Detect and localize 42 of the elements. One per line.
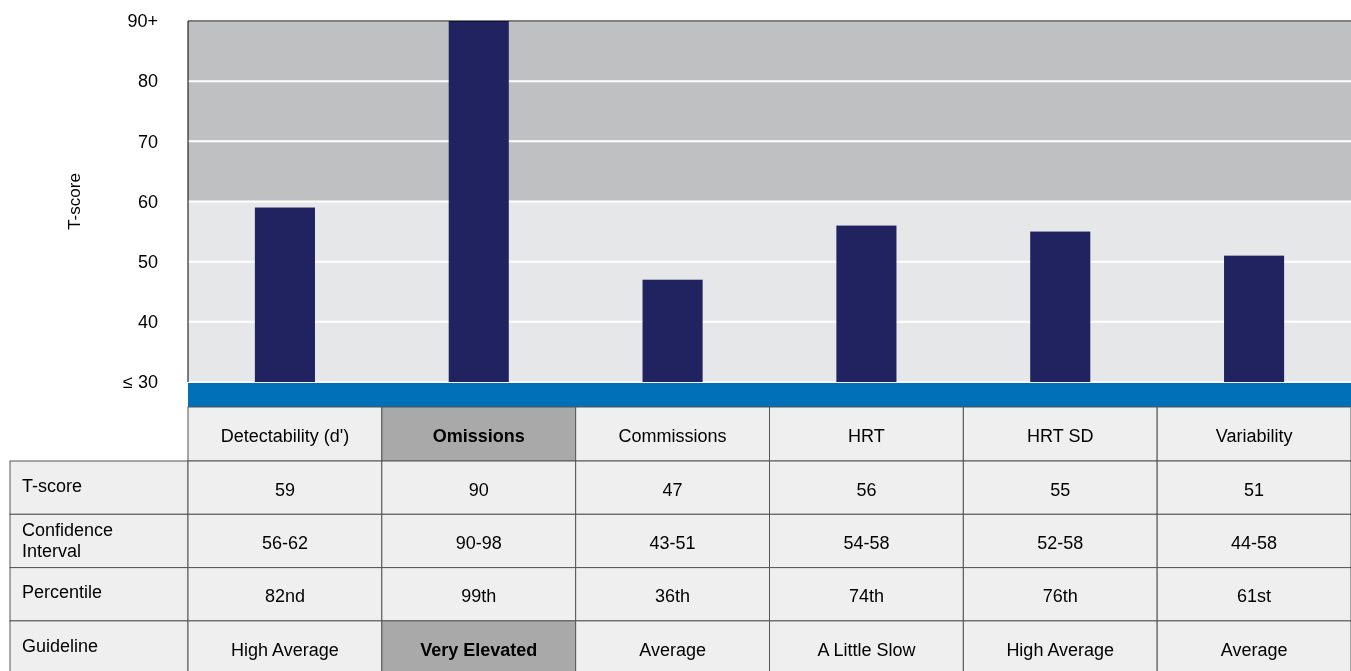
x-tick-label: Detectability (d'): [220, 426, 350, 446]
x-tick-label: Commissions: [618, 426, 727, 446]
text: Average: [1220, 639, 1288, 660]
text: 44-58: [1231, 532, 1278, 553]
y-tick-label: ≤ 30: [123, 372, 158, 393]
data-label: 59: [274, 479, 295, 500]
text: Average: [639, 639, 706, 660]
x-tick-label: Variability: [1215, 426, 1293, 446]
data-label: 56: [856, 479, 877, 500]
y-tick-label: 80: [137, 71, 158, 92]
y-tick-label: 40: [137, 312, 158, 333]
text: 43-51: [649, 532, 696, 553]
text: 82nd: [264, 586, 305, 607]
data-label: 51: [1244, 479, 1265, 500]
text: A Little Slow: [817, 639, 917, 660]
text: 99th: [461, 586, 497, 607]
text: 61st: [1237, 586, 1272, 607]
text: Very Elevated: [420, 639, 538, 660]
text: 36th: [655, 586, 691, 607]
y-tick-label: 70: [137, 131, 158, 152]
y-tick-label: 50: [137, 251, 158, 272]
text: 52-58: [1037, 532, 1084, 553]
text: High Average: [231, 639, 339, 660]
x-tick-label: Omissions: [432, 426, 525, 446]
text: 54-58: [843, 532, 890, 553]
y-axis-title: T-score: [65, 173, 84, 230]
text: T-score: [22, 475, 83, 496]
text: Guideline: [22, 635, 99, 656]
y-tick-label: 90+: [127, 11, 158, 32]
data-label: 90: [468, 479, 489, 500]
text: 76th: [1042, 586, 1078, 607]
text: Confidence Interval: [22, 520, 114, 562]
text: 56-62: [261, 532, 308, 553]
y-tick-label: 60: [137, 191, 158, 212]
data-label: 55: [1050, 479, 1071, 500]
data-label: 47: [662, 479, 683, 500]
text: Percentile: [22, 582, 103, 603]
x-tick-label: HRT SD: [1027, 426, 1094, 446]
text: 74th: [848, 586, 884, 607]
x-tick-label: HRT: [848, 426, 885, 446]
text: 90-98: [455, 532, 502, 553]
text: High Average: [1006, 639, 1115, 660]
